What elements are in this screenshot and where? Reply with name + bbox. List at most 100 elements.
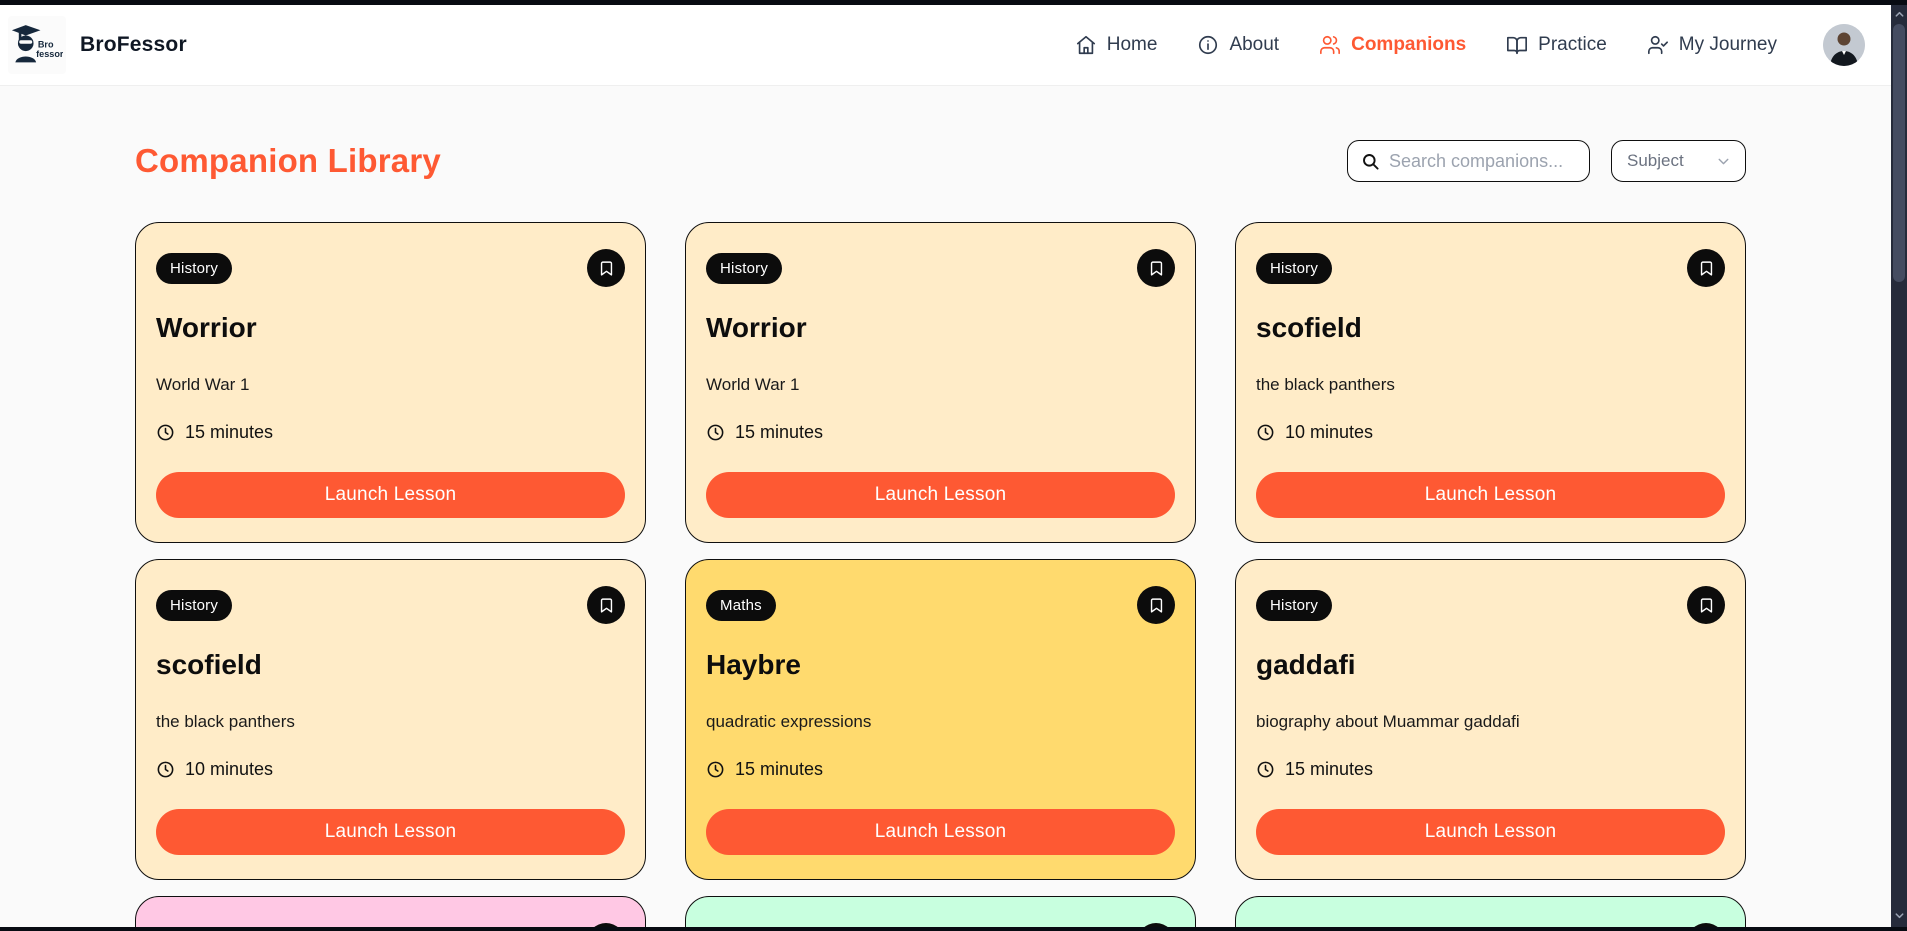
nav-label-companions: Companions xyxy=(1351,34,1467,55)
user-check-icon xyxy=(1647,35,1668,55)
companion-topic: the black panthers xyxy=(156,712,295,731)
nav-label-about: About xyxy=(1229,34,1280,55)
bookmark-button[interactable] xyxy=(1687,586,1725,624)
user-avatar[interactable] xyxy=(1823,24,1865,66)
svg-text:Bro: Bro xyxy=(38,40,54,50)
nav-item-about[interactable]: About xyxy=(1197,34,1279,56)
companion-name: scofield xyxy=(1256,312,1362,343)
companions-icon xyxy=(1320,35,1341,55)
duration-label: 10 minutes xyxy=(1285,422,1374,442)
window-bottom-edge xyxy=(0,927,1907,931)
search-input[interactable] xyxy=(1389,150,1577,172)
bookmark-icon xyxy=(1700,260,1712,276)
info-icon xyxy=(1199,35,1218,55)
bookmark-button[interactable] xyxy=(587,249,625,287)
header: Bro fessor BroFessor Home About Companio… xyxy=(0,5,1891,86)
duration-row: 15 minutes xyxy=(706,759,1175,780)
subject-badge: History xyxy=(156,253,233,284)
duration-label: 15 minutes xyxy=(735,759,824,779)
launch-lesson-button[interactable]: Launch Lesson xyxy=(1256,472,1725,518)
companion-card: Maths Haybre quadratic expressions 15 mi… xyxy=(685,559,1196,880)
clock-icon xyxy=(157,424,174,441)
nav-item-my-journey[interactable]: My Journey xyxy=(1647,34,1777,56)
companion-card: History gaddafi biography about Muammar … xyxy=(1235,559,1746,880)
companion-card-partial: Launch Lesson xyxy=(1235,896,1746,931)
nav-item-practice[interactable]: Practice xyxy=(1506,34,1607,56)
brofessor-logo-icon: Bro fessor xyxy=(8,16,66,74)
duration-label: 15 minutes xyxy=(185,422,274,442)
subject-filter-dropdown[interactable]: Subject xyxy=(1611,140,1746,182)
nav-label-my-journey: My Journey xyxy=(1678,34,1777,55)
bookmark-icon xyxy=(1150,597,1162,613)
bookmark-button[interactable] xyxy=(1137,249,1175,287)
duration-row: 15 minutes xyxy=(706,422,1175,443)
launch-lesson-button[interactable]: Launch Lesson xyxy=(156,472,625,518)
subject-badge: History xyxy=(706,253,783,284)
duration-label: 15 minutes xyxy=(735,422,824,442)
book-open-icon xyxy=(1507,36,1528,55)
bookmark-button[interactable] xyxy=(1137,586,1175,624)
companion-card-partial: Launch Lesson xyxy=(135,896,646,931)
subject-badge: History xyxy=(156,590,233,621)
companion-card: History scofield the black panthers 10 m… xyxy=(135,559,646,880)
companion-card: History Worrior World War 1 15 minutes L… xyxy=(135,222,646,543)
search-icon xyxy=(1363,153,1379,170)
main-content: Companion Library Subject History xyxy=(0,86,1891,931)
library-controls: Subject xyxy=(1347,140,1746,182)
duration-row: 15 minutes xyxy=(1256,759,1725,780)
bookmark-icon xyxy=(600,260,612,276)
companion-topic: World War 1 xyxy=(706,375,800,394)
clock-icon xyxy=(707,424,724,441)
subject-badge: History xyxy=(1256,590,1333,621)
companion-grid: History Worrior World War 1 15 minutes L… xyxy=(135,222,1746,931)
companion-name: Haybre xyxy=(706,649,801,680)
scroll-down-arrow[interactable] xyxy=(1891,907,1907,923)
nav-label-practice: Practice xyxy=(1538,34,1607,55)
app-window: Bro fessor BroFessor Home About Companio… xyxy=(0,5,1891,931)
companion-topic: the black panthers xyxy=(1256,375,1395,394)
chevron-down-icon xyxy=(1718,158,1729,164)
nav-item-companions[interactable]: Companions xyxy=(1319,34,1466,56)
scroll-up-arrow[interactable] xyxy=(1891,6,1907,22)
clock-icon xyxy=(1257,424,1274,441)
companion-topic: quadratic expressions xyxy=(706,712,872,731)
bookmark-button[interactable] xyxy=(587,586,625,624)
companion-card-partial: Launch Lesson xyxy=(685,896,1196,931)
home-icon xyxy=(1076,35,1095,55)
companion-name: scofield xyxy=(156,649,262,680)
companion-topic: World War 1 xyxy=(156,375,250,394)
scrollbar-thumb[interactable] xyxy=(1893,24,1905,282)
subject-badge: Maths xyxy=(706,590,776,621)
companion-card: History scofield the black panthers 10 m… xyxy=(1235,222,1746,543)
duration-row: 10 minutes xyxy=(1256,422,1725,443)
page-scrollbar[interactable] xyxy=(1891,0,1907,931)
page-head: Companion Library Subject xyxy=(135,140,1746,182)
companion-topic: biography about Muammar gaddafi xyxy=(1256,712,1520,731)
clock-icon xyxy=(707,761,724,778)
clock-icon xyxy=(157,761,174,778)
subject-badge: History xyxy=(1256,253,1333,284)
launch-lesson-button[interactable]: Launch Lesson xyxy=(156,809,625,855)
brand-logo[interactable]: Bro fessor BroFessor xyxy=(8,16,187,74)
launch-lesson-button[interactable]: Launch Lesson xyxy=(706,809,1175,855)
duration-label: 15 minutes xyxy=(1285,759,1374,779)
search-companions-box[interactable] xyxy=(1347,140,1590,182)
bookmark-icon xyxy=(1700,597,1712,613)
bookmark-icon xyxy=(1150,260,1162,276)
svg-text:fessor: fessor xyxy=(36,49,63,59)
brand-name: BroFessor xyxy=(80,33,187,56)
bookmark-icon xyxy=(600,597,612,613)
page-title: Companion Library xyxy=(135,142,441,179)
nav-item-home[interactable]: Home xyxy=(1075,34,1158,56)
companion-name: Worrior xyxy=(156,312,257,343)
main-nav: Home About Companions Practice My Journe… xyxy=(1075,34,1777,56)
subject-filter-label: Subject xyxy=(1627,151,1684,170)
nav-label-home: Home xyxy=(1106,34,1158,55)
window-top-edge xyxy=(0,0,1907,5)
companion-name: gaddafi xyxy=(1256,649,1356,680)
duration-label: 10 minutes xyxy=(185,759,274,779)
bookmark-button[interactable] xyxy=(1687,249,1725,287)
launch-lesson-button[interactable]: Launch Lesson xyxy=(706,472,1175,518)
launch-lesson-button[interactable]: Launch Lesson xyxy=(1256,809,1725,855)
companion-card: History Worrior World War 1 15 minutes L… xyxy=(685,222,1196,543)
